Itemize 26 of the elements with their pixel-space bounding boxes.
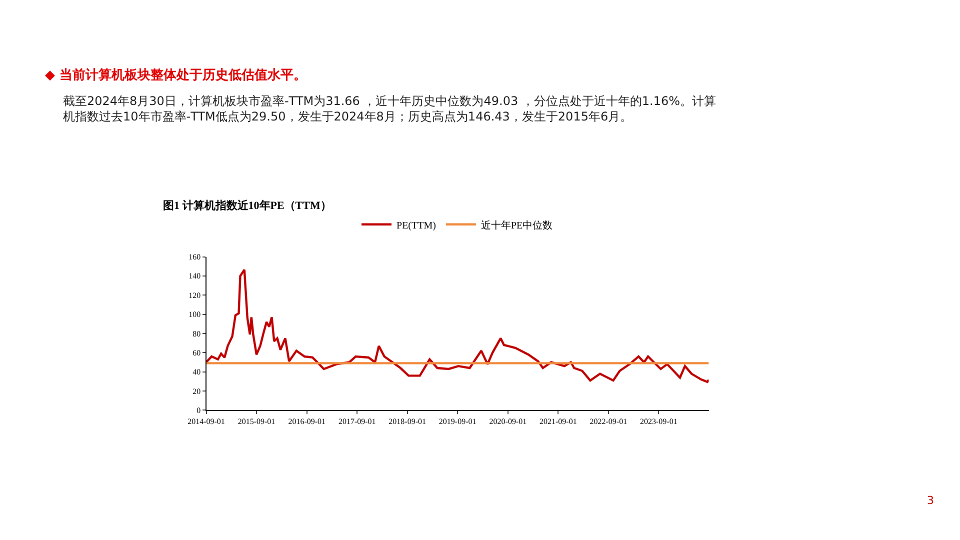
- chart-title: 图1 计算机指数近10年PE（TTM）: [163, 199, 332, 212]
- x-tick-label: 2016-09-01: [288, 416, 326, 426]
- line-series: [206, 268, 709, 384]
- text: 截至2024年8月30日，计算机板块市盈率-TTM为31.66 ，近十年历史中位数为49.03 ，分位点处于近十年的1.16%。计算机指数过去10年市盈率-TTM低点为29.50，发生于2024年8月；历史高点为146.43，发生于2015年6月。: [63, 94, 716, 124]
- x-tick-label: 2017-09-01: [338, 416, 376, 426]
- x-tick-label: 2020-09-01: [489, 416, 527, 426]
- legend-label: PE(TTM): [396, 220, 436, 232]
- x-tick-label: 2023-09-01: [640, 416, 678, 426]
- text: 3: [927, 494, 934, 507]
- x-tick-label: 2021-09-01: [540, 416, 577, 426]
- x-tick-label: 2022-09-01: [590, 416, 628, 426]
- y-tick-label: 80: [192, 329, 201, 338]
- y-tick-label: 140: [188, 272, 201, 281]
- x-tick-label: 2018-09-01: [388, 416, 426, 426]
- y-tick-label: 160: [188, 252, 201, 262]
- x-tick-label: 2015-09-01: [238, 416, 276, 426]
- y-tick-label: 0: [196, 406, 201, 416]
- y-tick-label: 60: [192, 348, 201, 358]
- y-tick-label: 40: [192, 368, 201, 377]
- x-tick-label: 2019-09-01: [438, 416, 476, 426]
- x-tick-label: 2014-09-01: [188, 416, 225, 426]
- y-tick-label: 100: [188, 310, 201, 320]
- legend-label: 近十年PE中位数: [480, 219, 553, 232]
- y-tick-label: 120: [188, 290, 201, 300]
- text: ◆ 当前计算机板块整体处于历史低估值水平。: [45, 68, 307, 83]
- y-tick-label: 20: [192, 386, 201, 396]
